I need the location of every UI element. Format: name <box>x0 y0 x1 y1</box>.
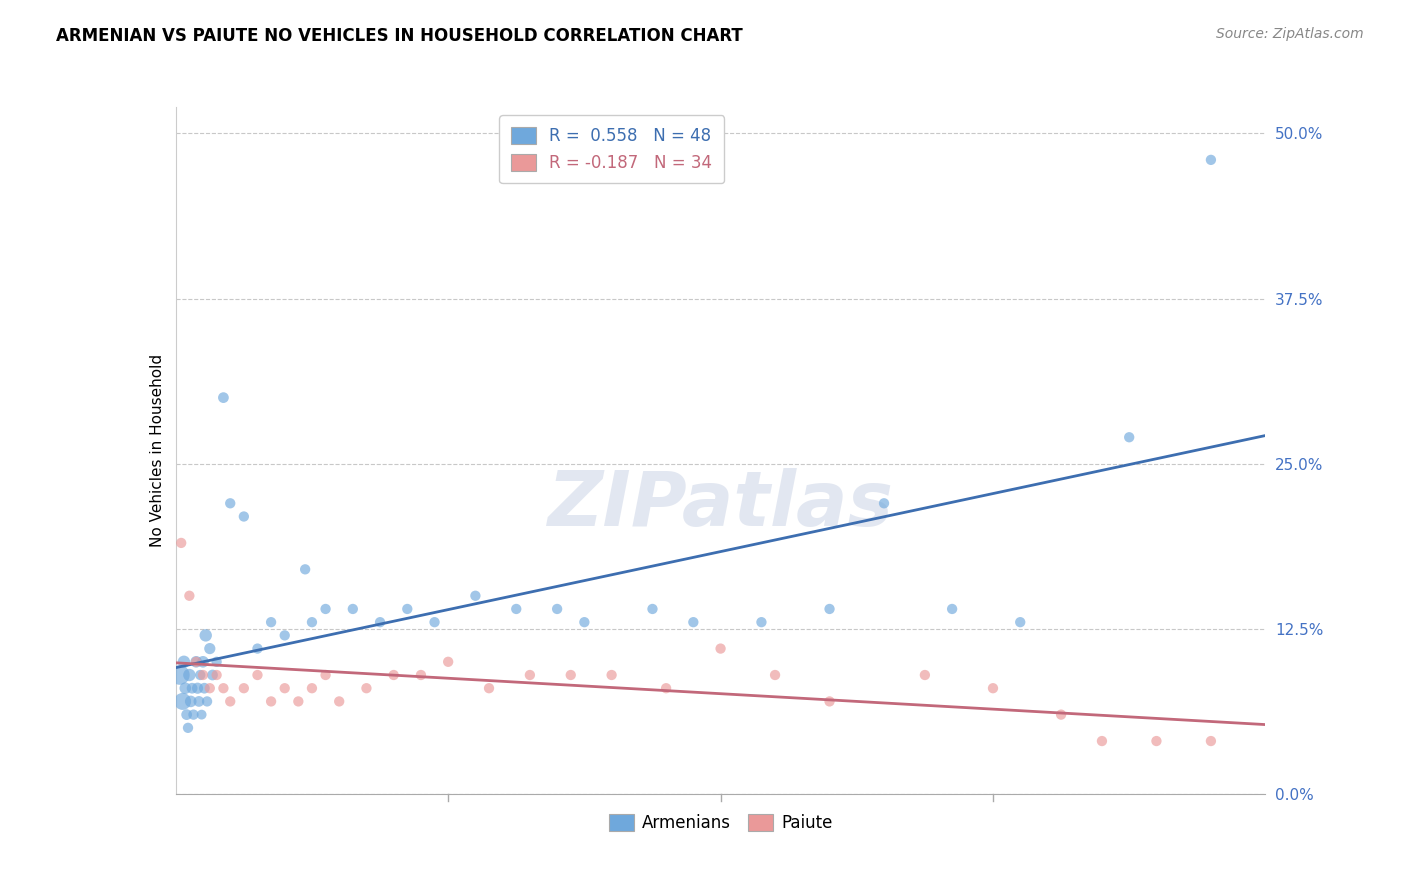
Point <box>274 681 297 696</box>
Point <box>195 694 218 708</box>
Point <box>190 707 212 722</box>
Point <box>396 602 419 616</box>
Point <box>941 602 963 616</box>
Point <box>205 655 228 669</box>
Point <box>914 668 936 682</box>
Point <box>478 681 501 696</box>
Point <box>1091 734 1114 748</box>
Point <box>219 694 242 708</box>
Point <box>169 668 191 682</box>
Text: ARMENIAN VS PAIUTE NO VEHICLES IN HOUSEHOLD CORRELATION CHART: ARMENIAN VS PAIUTE NO VEHICLES IN HOUSEH… <box>56 27 742 45</box>
Point <box>232 509 254 524</box>
Point <box>464 589 486 603</box>
Point <box>710 641 733 656</box>
Point <box>382 668 405 682</box>
Point <box>328 694 350 708</box>
Point <box>751 615 773 630</box>
Point <box>179 589 201 603</box>
Point <box>682 615 704 630</box>
Point <box>315 668 337 682</box>
Point <box>1146 734 1168 748</box>
Point <box>193 681 215 696</box>
Point <box>519 668 541 682</box>
Point <box>260 694 283 708</box>
Point <box>356 681 378 696</box>
Point <box>186 655 208 669</box>
Point <box>818 694 841 708</box>
Point <box>301 681 323 696</box>
Point <box>655 681 678 696</box>
Point <box>505 602 527 616</box>
Point <box>174 681 197 696</box>
Point <box>574 615 596 630</box>
Point <box>1199 734 1222 748</box>
Point <box>198 641 221 656</box>
Point <box>205 668 228 682</box>
Point <box>186 655 208 669</box>
Point <box>186 681 209 696</box>
Point <box>368 615 391 630</box>
Y-axis label: No Vehicles in Household: No Vehicles in Household <box>149 354 165 547</box>
Point <box>180 694 202 708</box>
Point <box>294 562 316 576</box>
Point <box>1199 153 1222 167</box>
Point <box>191 655 214 669</box>
Point <box>641 602 664 616</box>
Point <box>219 496 242 510</box>
Point <box>818 602 841 616</box>
Point <box>176 707 198 722</box>
Point <box>315 602 337 616</box>
Point <box>177 721 200 735</box>
Point <box>212 681 235 696</box>
Point <box>1050 707 1073 722</box>
Point <box>1010 615 1032 630</box>
Point <box>198 681 221 696</box>
Point <box>194 628 217 642</box>
Point <box>274 628 297 642</box>
Point <box>172 694 194 708</box>
Point <box>287 694 309 708</box>
Point <box>981 681 1004 696</box>
Point <box>183 707 205 722</box>
Point <box>246 641 269 656</box>
Legend: Armenians, Paiute: Armenians, Paiute <box>600 805 841 840</box>
Point <box>409 668 432 682</box>
Point <box>423 615 446 630</box>
Text: Source: ZipAtlas.com: Source: ZipAtlas.com <box>1216 27 1364 41</box>
Point <box>1118 430 1140 444</box>
Point <box>260 615 283 630</box>
Point <box>546 602 568 616</box>
Point <box>873 496 896 510</box>
Point <box>170 536 193 550</box>
Point <box>301 615 323 630</box>
Point <box>188 668 211 682</box>
Point <box>212 391 235 405</box>
Point <box>187 694 209 708</box>
Point <box>437 655 460 669</box>
Point <box>232 681 254 696</box>
Point <box>173 655 195 669</box>
Text: ZIPatlas: ZIPatlas <box>547 468 894 542</box>
Point <box>600 668 623 682</box>
Point <box>342 602 364 616</box>
Point <box>191 668 214 682</box>
Point <box>246 668 269 682</box>
Point <box>560 668 582 682</box>
Point <box>763 668 786 682</box>
Point <box>181 681 204 696</box>
Point <box>201 668 224 682</box>
Point <box>179 668 201 682</box>
